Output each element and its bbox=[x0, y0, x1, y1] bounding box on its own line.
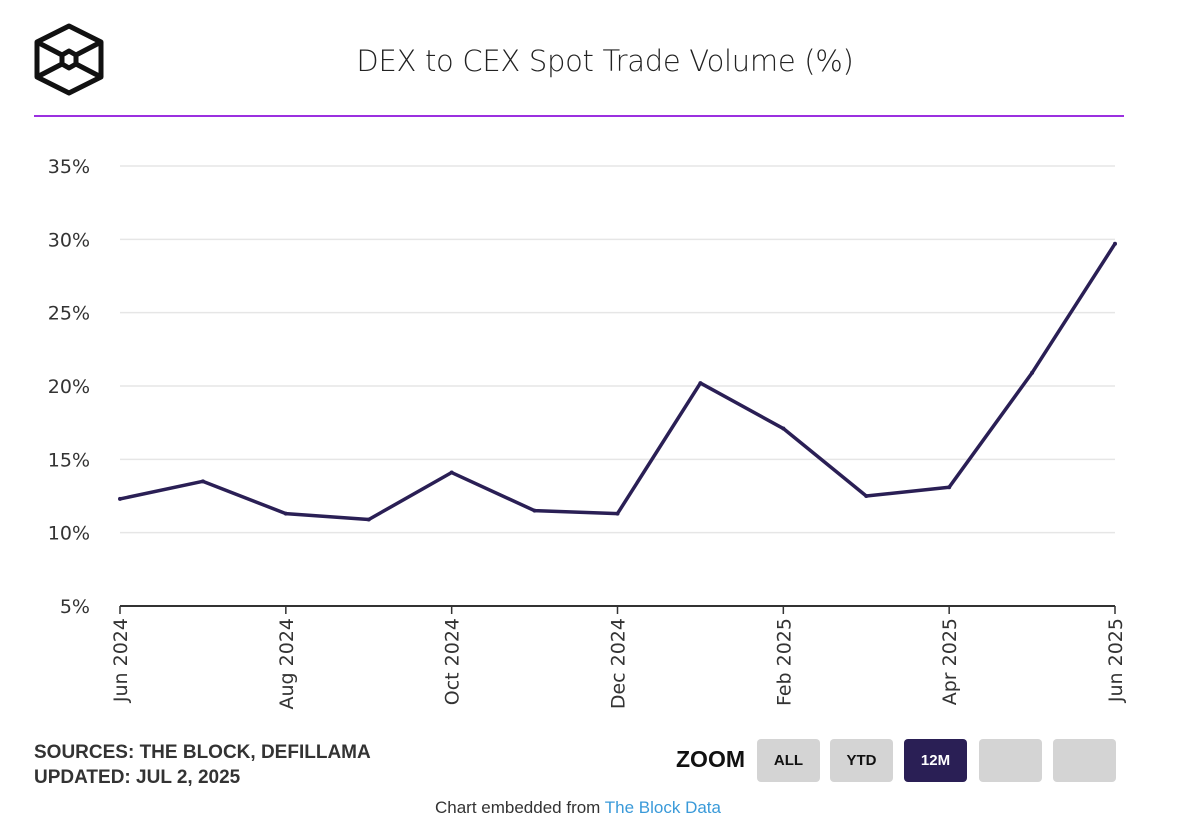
y-tick-label: 30% bbox=[48, 229, 90, 251]
data-point bbox=[698, 381, 703, 386]
data-point bbox=[118, 496, 122, 501]
embed-prefix: Chart embedded from bbox=[434, 798, 605, 817]
the-block-data-link[interactable]: The Block Data bbox=[604, 798, 721, 817]
data-point bbox=[532, 508, 537, 513]
data-point bbox=[615, 511, 620, 516]
data-point bbox=[200, 479, 205, 484]
data-point bbox=[781, 426, 786, 431]
line-chart: 5% 10% 15% 20% 25% 30% 35% Jun 2024 Aug 2024 Oct … bbox=[48, 156, 1127, 710]
data-point bbox=[449, 470, 454, 475]
zoom-12m-button[interactable]: 12M bbox=[904, 739, 967, 782]
y-tick-label: 20% bbox=[48, 376, 90, 398]
x-tick-label: Feb 2025 bbox=[773, 618, 795, 706]
y-tick-label: 5% bbox=[60, 596, 90, 618]
sources-text: SOURCES: THE BLOCK, DEFILLAMA bbox=[34, 742, 371, 763]
zoom-ytd-button[interactable]: YTD bbox=[830, 739, 893, 782]
data-point bbox=[947, 485, 952, 490]
y-tick-label: 35% bbox=[48, 156, 90, 178]
x-tick-label: Jun 2024 bbox=[110, 618, 132, 703]
zoom-all-button[interactable]: ALL bbox=[757, 739, 820, 782]
updated-text: UPDATED: JUL 2, 2025 bbox=[34, 767, 241, 788]
data-point bbox=[1113, 241, 1117, 246]
x-tick-label: Oct 2024 bbox=[442, 618, 464, 705]
sources-block: SOURCES: THE BLOCK, DEFILLAMA UPDATED: J… bbox=[34, 740, 371, 790]
chart-title: DEX to CEX Spot Trade Volume (%) bbox=[356, 44, 854, 78]
x-tick-label: Aug 2024 bbox=[276, 618, 298, 710]
zoom-label: ZOOM bbox=[676, 746, 745, 772]
x-tick-label: Jun 2025 bbox=[1105, 618, 1127, 703]
zoom-button-blank-1[interactable] bbox=[979, 739, 1042, 782]
title-divider bbox=[34, 115, 1124, 117]
data-point bbox=[864, 494, 869, 498]
embed-credit: Chart embedded from The Block Data bbox=[0, 798, 1156, 818]
data-point bbox=[366, 517, 371, 522]
series-line bbox=[119, 242, 1117, 522]
x-tick-label: Dec 2024 bbox=[608, 618, 630, 709]
y-tick-label: 10% bbox=[48, 523, 90, 545]
y-tick-label: 15% bbox=[48, 449, 90, 471]
the-block-logo-icon bbox=[34, 23, 104, 96]
zoom-button-blank-2[interactable] bbox=[1053, 739, 1116, 782]
y-tick-label: 25% bbox=[48, 303, 90, 325]
data-point bbox=[1030, 370, 1035, 375]
x-tick-label: Apr 2025 bbox=[939, 618, 961, 705]
data-point bbox=[283, 511, 288, 516]
